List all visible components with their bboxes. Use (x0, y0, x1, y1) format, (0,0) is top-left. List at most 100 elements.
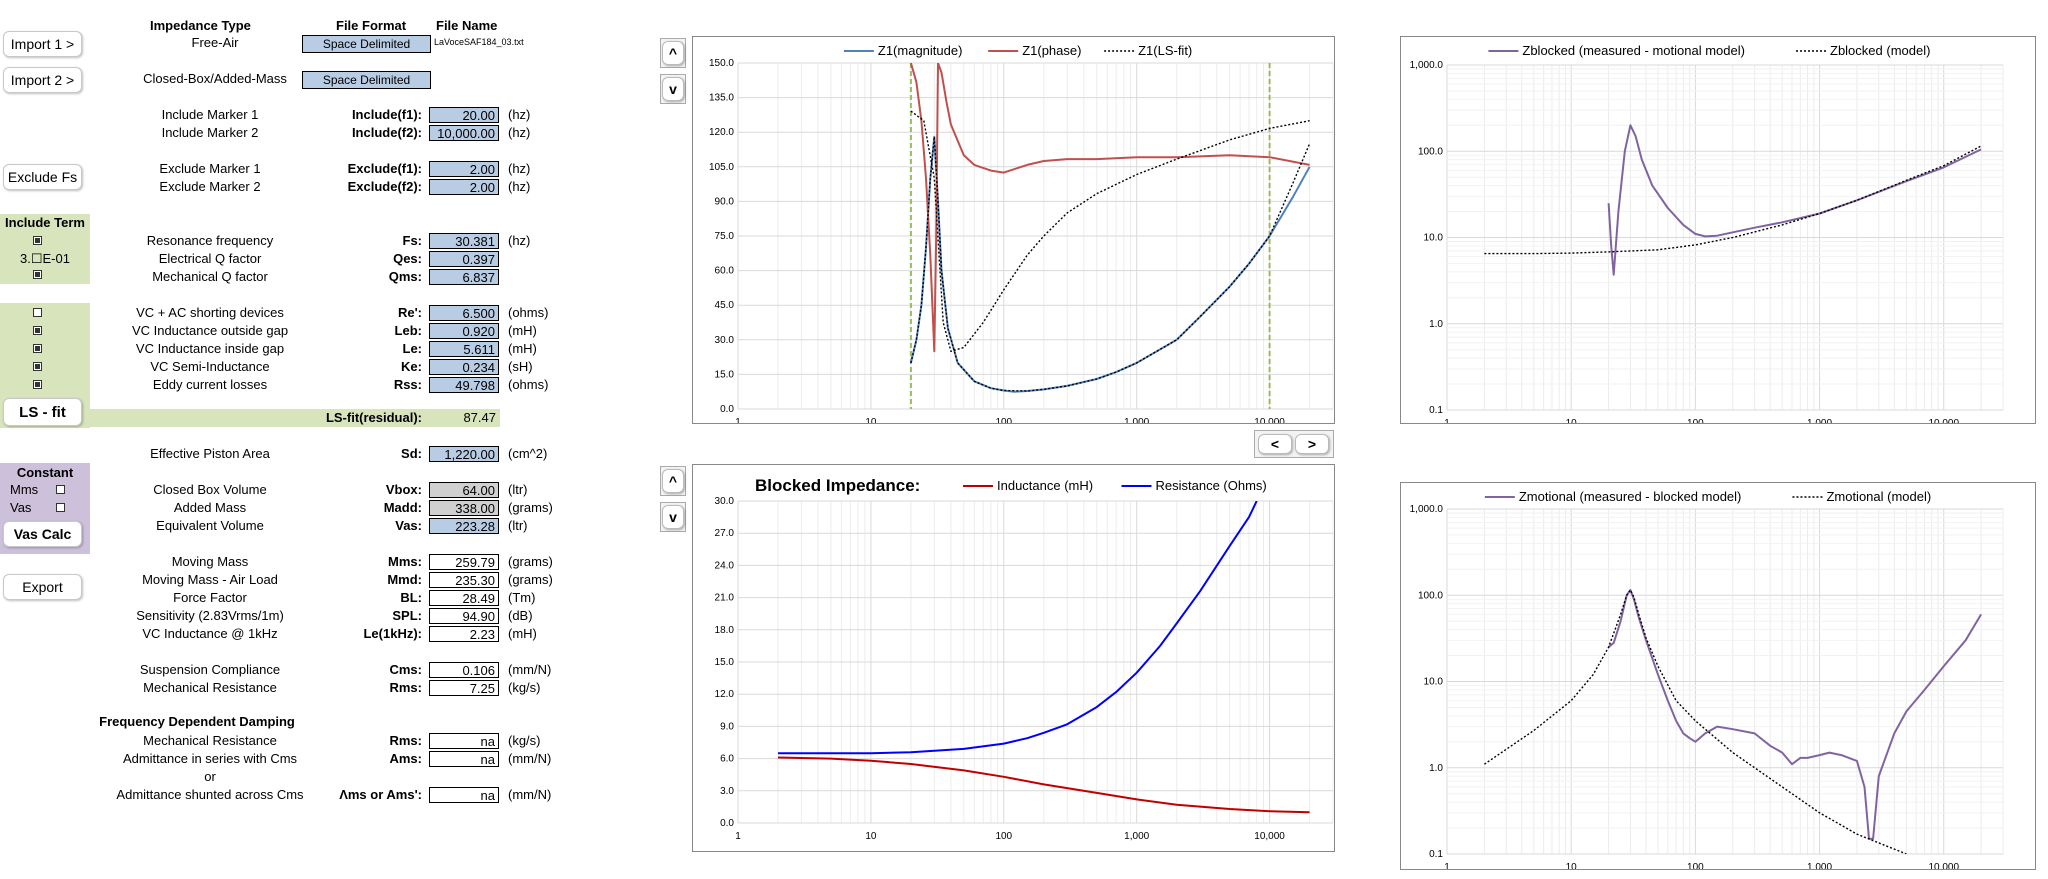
le-input[interactable]: 5.611 (429, 341, 499, 357)
fd-rms-unit: (kg/s) (508, 733, 541, 748)
ke-include-checkbox[interactable] (33, 362, 42, 371)
z1-down-button[interactable]: v (660, 74, 686, 104)
exclude-f1-input[interactable]: 2.00 (429, 161, 499, 177)
include-f1-input[interactable]: 20.00 (429, 107, 499, 123)
sd-label: Effective Piston Area (150, 446, 270, 461)
ke-input[interactable]: 0.234 (429, 359, 499, 375)
y-tick-label: 1,000.0 (1410, 504, 1444, 515)
legend-label: Zblocked (measured - motional model) (1522, 43, 1745, 58)
next-page-button[interactable]: > (1295, 434, 1329, 454)
ls-fit-button[interactable]: LS - fit (3, 398, 82, 426)
y-tick-label: 0.0 (720, 818, 734, 829)
spl-label: Sensitivity (2.83Vrms/1m) (136, 608, 284, 623)
exclude-f2-input[interactable]: 2.00 (429, 179, 499, 195)
header-file-name: File Name (436, 18, 498, 33)
x-tick-label: 1 (735, 831, 741, 842)
include-f2-input[interactable]: 10,000.00 (429, 125, 499, 141)
y-tick-label: 3.0 (720, 786, 734, 797)
rss-input[interactable]: 49.798 (429, 377, 499, 393)
rms-unit: (kg/s) (508, 680, 541, 695)
y-tick-label: 90.0 (715, 196, 735, 207)
madd-unit: (grams) (508, 500, 553, 515)
exclude-f2-symbol: Exclude(f2): (347, 179, 422, 194)
fs-include-checkbox[interactable] (33, 236, 42, 245)
series-line (909, 63, 1310, 353)
qes-label: Electrical Q factor (158, 251, 262, 266)
le-symbol: Le: (402, 341, 423, 356)
legend-label: Zmotional (measured - blocked model) (1519, 489, 1742, 504)
x-tick-label: 10,000 (1254, 831, 1285, 842)
constant-vas-checkbox[interactable] (56, 503, 65, 512)
qms-include-checkbox[interactable] (33, 270, 42, 279)
y-tick-label: 1.0 (1429, 319, 1443, 330)
include-f1-symbol: Include(f1): (351, 107, 422, 122)
rss-include-checkbox[interactable] (33, 380, 42, 389)
include-term-title: Include Term (5, 215, 85, 230)
export-button[interactable]: Export (3, 574, 82, 600)
le-label: VC Inductance inside gap (135, 341, 285, 356)
blocked-down-button[interactable]: v (660, 502, 686, 532)
sd-input[interactable]: 1,220.00 (429, 446, 499, 462)
legend-label: Resistance (Ohms) (1156, 478, 1267, 493)
ls-fit-residual-label: LS-fit(residual): (325, 410, 422, 425)
y-tick-label: 1,000.0 (1410, 60, 1444, 71)
file-format-1-select[interactable]: Space Delimited (302, 35, 431, 53)
blocked-up-button[interactable]: ^ (660, 466, 686, 496)
import-2-button[interactable]: Import 2 > (3, 67, 82, 93)
y-tick-label: 0.0 (720, 404, 734, 415)
le-include-checkbox[interactable] (33, 344, 42, 353)
vas-input[interactable]: 223.28 (429, 518, 499, 534)
rss-symbol: Rss: (393, 377, 422, 392)
fd-ams-shunt-value: na (429, 787, 499, 803)
series-line (909, 135, 1311, 393)
fd-or-label: or (204, 769, 216, 784)
import-1-button[interactable]: Import 1 > (3, 31, 82, 57)
y-tick-label: 27.0 (715, 528, 735, 539)
y-tick-label: 0.1 (1429, 405, 1443, 416)
vas-calc-button[interactable]: Vas Calc (3, 521, 82, 547)
x-tick-label: 1,000 (1124, 831, 1149, 842)
fd-ams-shunt-label: Admittance shunted across Cms (116, 787, 304, 802)
qms-label: Mechanical Q factor (152, 269, 268, 284)
madd-input[interactable]: 338.00 (429, 500, 499, 516)
vbox-input[interactable]: 64.00 (429, 482, 499, 498)
re-include-checkbox[interactable] (33, 308, 42, 317)
fs-input[interactable]: 30.381 (429, 233, 499, 249)
fd-ams-shunt-symbol: Λms or Ams': (339, 787, 422, 802)
fd-rms-symbol: Rms: (389, 733, 422, 748)
fd-ams-unit: (mm/N) (508, 751, 552, 766)
file-format-2-select[interactable]: Space Delimited (302, 71, 431, 89)
cms-value: 0.106 (429, 662, 499, 678)
x-tick-label: 10 (865, 417, 877, 423)
z1-up-button[interactable]: ^ (660, 38, 686, 68)
qes-input[interactable]: 0.397 (429, 251, 499, 267)
series-line (1484, 589, 1907, 854)
prev-page-button[interactable]: < (1258, 434, 1292, 454)
vbox-unit: (ltr) (508, 482, 528, 497)
chevron-up-icon: ^ (662, 41, 684, 65)
rms-symbol: Rms: (389, 680, 422, 695)
fd-ams-shunt-unit: (mm/N) (508, 787, 552, 802)
legend-label: Z1(phase) (1022, 43, 1081, 58)
leb-include-checkbox[interactable] (33, 326, 42, 335)
constant-title: Constant (16, 465, 74, 480)
cms-unit: (mm/N) (508, 662, 552, 677)
legend-label: Inductance (mH) (997, 478, 1093, 493)
series-line (1607, 589, 1982, 840)
re-label: VC + AC shorting devices (136, 305, 284, 320)
constant-mms-label: Mms (10, 482, 39, 497)
leb-input[interactable]: 0.920 (429, 323, 499, 339)
leb-unit: (mH) (508, 323, 537, 338)
blocked-impedance-chart: 1 10 100 1,000 10,000 0.0 3.0 6.0 9.0 12.0 15.0 18.… (692, 464, 1335, 852)
y-tick-label: 6.0 (720, 754, 734, 765)
re-symbol: Re': (397, 305, 422, 320)
spl-value: 94.90 (429, 608, 499, 624)
qms-input[interactable]: 6.837 (429, 269, 499, 285)
re-input[interactable]: 6.500 (429, 305, 499, 321)
y-tick-label: 15.0 (715, 657, 735, 668)
legend-label: Zmotional (model) (1826, 489, 1931, 504)
legend-label: Z1(magnitude) (878, 43, 963, 58)
exclude-fs-button[interactable]: Exclude Fs (3, 164, 82, 190)
rss-unit: (ohms) (508, 377, 549, 392)
constant-mms-checkbox[interactable] (56, 485, 65, 494)
